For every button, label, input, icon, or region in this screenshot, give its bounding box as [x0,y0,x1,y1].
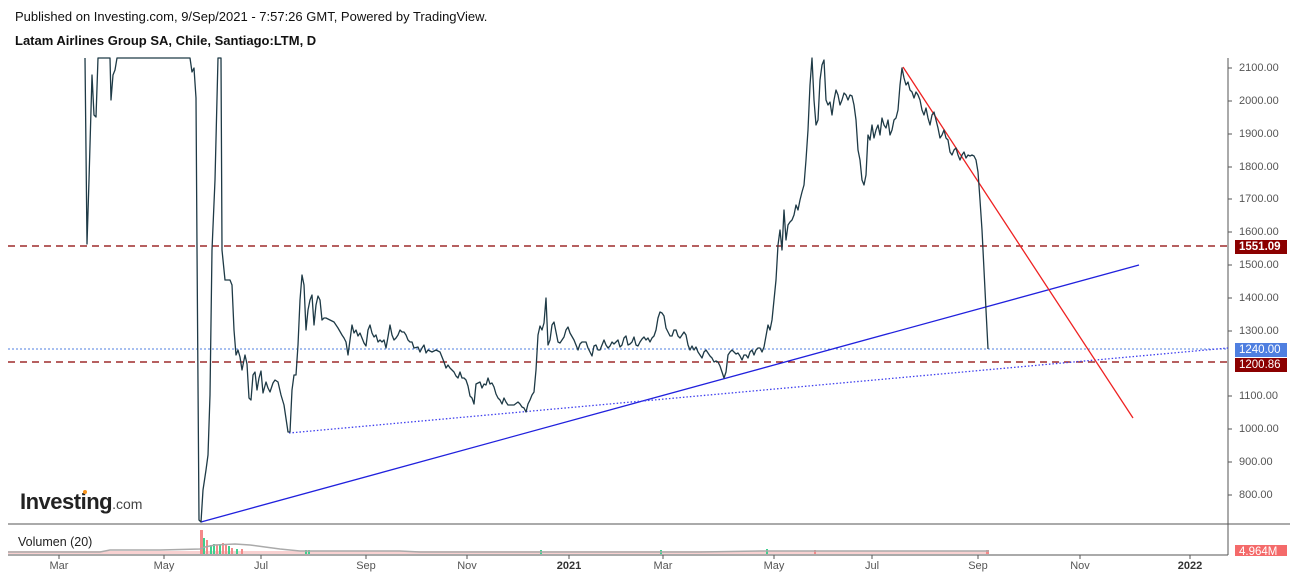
y-tick-label: 1700.00 [1239,193,1279,205]
y-tick-label: 2100.00 [1239,62,1279,74]
y-tick-label: 800.00 [1239,489,1273,501]
logo-main: Investing [20,489,113,514]
y-tick-label: 1100.00 [1239,390,1278,402]
x-tick-label: Jul [253,560,269,572]
y-tick-label: 900.00 [1239,456,1273,468]
y-tick-label: 1500.00 [1239,259,1279,271]
x-tick-marks [58,555,1191,559]
published-note: Published on Investing.com, 9/Sep/2021 -… [15,9,488,24]
x-tick-label: Nov [1070,560,1090,572]
volume-value-tag: 4.964M [1235,545,1287,556]
uptrend-line[interactable] [200,264,1140,523]
volume-label: Volumen (20) [18,535,93,549]
x-tick-label: Sep [968,560,988,572]
logo-dot-icon [83,490,87,494]
y-tick-label: 1000.00 [1239,423,1279,435]
last-price-tag: 1240.00 [1235,343,1287,357]
x-tick-label-year: 2021 [556,560,582,572]
x-tick-label: Sep [356,560,376,572]
x-tick-label-year: 2022 [1177,560,1203,572]
y-tick-label: 1300.00 [1239,325,1279,337]
volume-ma-line [8,543,989,553]
y-tick-label: 2000.00 [1239,95,1279,107]
y-tick-marks [1228,67,1232,496]
support-price-tag: 1200.86 [1235,358,1287,372]
x-tick-label: Jul [864,560,880,572]
investing-logo: Investing.com [20,489,142,515]
resistance-price-tag: 1551.09 [1235,240,1287,254]
logo-suffix: .com [112,496,143,512]
y-tick-label: 1600.00 [1239,226,1279,238]
y-tick-label: 1800.00 [1239,161,1279,173]
dotted-trendline[interactable] [288,347,1229,434]
x-tick-label: May [153,560,175,572]
x-tick-label: Mar [653,560,673,572]
y-tick-label: 1400.00 [1239,292,1279,304]
price-line[interactable] [84,57,989,523]
x-tick-label: May [763,560,785,572]
x-tick-label: Nov [457,560,477,572]
y-tick-label: 1900.00 [1239,128,1279,140]
x-tick-label: Mar [49,560,69,572]
chart-title: Latam Airlines Group SA, Chile, Santiago… [15,33,317,48]
downtrend-line[interactable] [902,66,1134,419]
